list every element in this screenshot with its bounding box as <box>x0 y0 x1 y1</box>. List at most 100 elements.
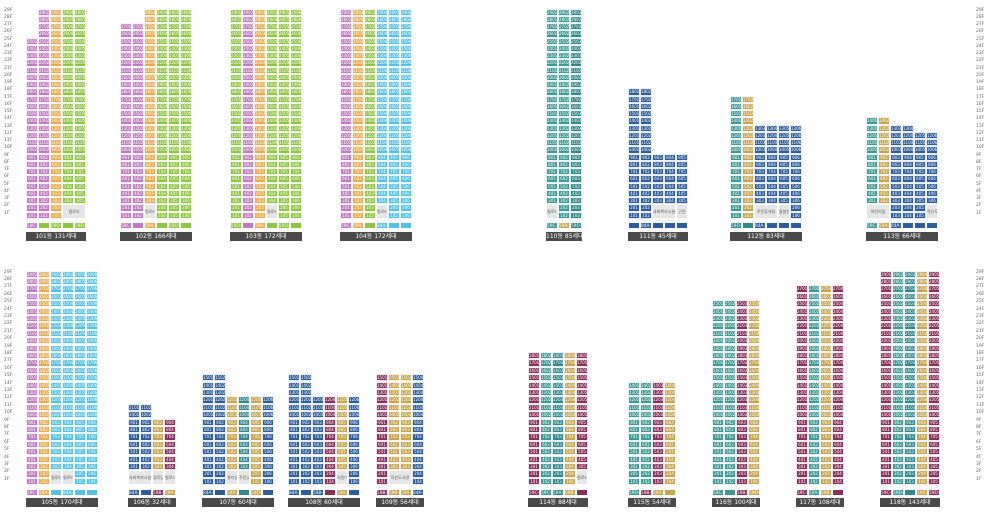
unit-cell: 2604 <box>62 292 74 301</box>
unit-cell: 1604 <box>916 366 928 375</box>
building-label: 111동 45세대 <box>628 232 688 241</box>
unit-cell: 2503 <box>820 300 832 308</box>
unit-cell: 2405 <box>928 307 940 315</box>
unit-cell: 406 <box>400 189 412 197</box>
unit-cell: 1405 <box>74 381 86 389</box>
unit-cell: 401 <box>866 189 878 197</box>
unit-cell: 502 <box>892 448 904 456</box>
unit-cell: 2103 <box>904 329 916 338</box>
unit-cell: 2706 <box>86 285 98 293</box>
unit-cell: 1006 <box>180 146 192 154</box>
unit-cell: 302 <box>558 197 570 205</box>
unit-cell: 2204 <box>62 59 74 67</box>
unit-cell: 2903 <box>364 8 376 16</box>
unit-cell: 1101 <box>546 139 558 147</box>
unit-cell: 201 <box>26 204 38 212</box>
unit-cell: 1801 <box>528 351 540 360</box>
unit-cell: 106 <box>262 477 274 486</box>
unit-cell: 602 <box>640 175 652 183</box>
unit-cell: 303 <box>652 462 664 471</box>
unit-cell: 1602 <box>132 102 144 110</box>
unit-cell: 1604 <box>832 366 844 375</box>
unit-cell: 2503 <box>736 300 748 308</box>
unit-cell: 603 <box>400 440 412 449</box>
unit-cell: 104 <box>324 477 336 486</box>
facility-block: 필로티 <box>576 470 588 486</box>
unit-cell: 1105 <box>388 139 400 147</box>
unit-cell: 1101 <box>288 403 300 412</box>
unit-cell: 702 <box>808 433 820 441</box>
unit-cell: 2502 <box>724 300 736 308</box>
unit-cell: 603 <box>152 440 164 449</box>
unit-cell: 1402 <box>742 117 754 125</box>
unit-cell: 2606 <box>290 30 302 38</box>
unit-cell: 2805 <box>74 277 86 286</box>
unit-cell: 1102 <box>724 403 736 412</box>
unit-cell: 902 <box>742 153 754 161</box>
unit-cell: 2202 <box>132 59 144 67</box>
unit-cell: 1002 <box>140 411 152 419</box>
unit-cell: 2305 <box>388 52 400 60</box>
unit-cell: 1206 <box>290 131 302 139</box>
floor-label: 7F <box>976 432 982 438</box>
unit-cell: 2504 <box>832 300 844 308</box>
unit-cell: 204 <box>664 470 676 478</box>
unit-type-cell <box>38 222 50 229</box>
unit-cell: 2503 <box>570 37 582 45</box>
unit-cell: 704 <box>832 433 844 441</box>
floor-label: 8F <box>976 424 982 430</box>
unit-cell: 1706 <box>180 95 192 103</box>
unit-cell: 602 <box>878 175 890 183</box>
unit-cell: 203 <box>904 470 916 478</box>
unit-type-cell <box>364 222 376 229</box>
unit-cell: 403 <box>50 189 62 197</box>
unit-type-cell <box>238 489 250 496</box>
unit-cell: 203 <box>254 204 266 212</box>
unit-cell: 2504 <box>266 37 278 45</box>
unit-cell: 1301 <box>866 124 878 132</box>
unit-cell: 1105 <box>74 139 86 147</box>
unit-cell: 104 <box>412 477 424 486</box>
unit-cell: 1002 <box>808 411 820 419</box>
unit-cell: 106 <box>86 477 98 486</box>
unit-cell: 803 <box>400 425 412 434</box>
unit-cell: 1403 <box>254 117 266 125</box>
unit-cell: 2701 <box>120 23 132 31</box>
unit-cell: 306 <box>180 197 192 205</box>
unit-cell: 1103 <box>254 139 266 147</box>
floor-label: 10F <box>976 145 985 151</box>
unit-cell: 1101 <box>26 139 38 147</box>
unit-cell: 2601 <box>230 30 242 38</box>
unit-cell: 504 <box>266 182 278 190</box>
unit-cell: 1301 <box>230 124 242 132</box>
unit-cell: 806 <box>290 160 302 168</box>
unit-cell: 101 <box>628 477 640 486</box>
unit-cell: 503 <box>736 448 748 456</box>
unit-type-cell <box>86 489 98 496</box>
unit-cell: 2803 <box>904 277 916 286</box>
unit-cell: 1504 <box>564 374 576 382</box>
floor-label: 8F <box>976 159 982 165</box>
unit-cell: 902 <box>892 418 904 426</box>
unit-cell: 1005 <box>278 146 290 154</box>
unit-cell: 805 <box>676 160 688 168</box>
floor-label: 20F <box>4 336 13 342</box>
unit-cell: 1405 <box>278 117 290 125</box>
unit-cell: 1105 <box>336 403 348 412</box>
unit-cell: 402 <box>640 455 652 463</box>
facility-block: 근린 <box>676 204 688 219</box>
unit-cell: 501 <box>866 182 878 190</box>
unit-cell: 1801 <box>230 88 242 96</box>
unit-cell: 2705 <box>928 285 940 293</box>
unit-cell: 1803 <box>364 88 376 96</box>
floor-label: 29F <box>4 7 13 13</box>
floor-label: 13F <box>976 123 985 129</box>
unit-cell: 1203 <box>820 396 832 404</box>
unit-cell: 301 <box>202 462 214 471</box>
unit-cell: 1103 <box>312 403 324 412</box>
unit-cell: 1103 <box>364 139 376 147</box>
unit-cell: 2004 <box>748 337 760 345</box>
unit-cell: 1404 <box>62 381 74 389</box>
unit-cell: 2301 <box>26 52 38 60</box>
unit-cell: 2005 <box>928 337 940 345</box>
